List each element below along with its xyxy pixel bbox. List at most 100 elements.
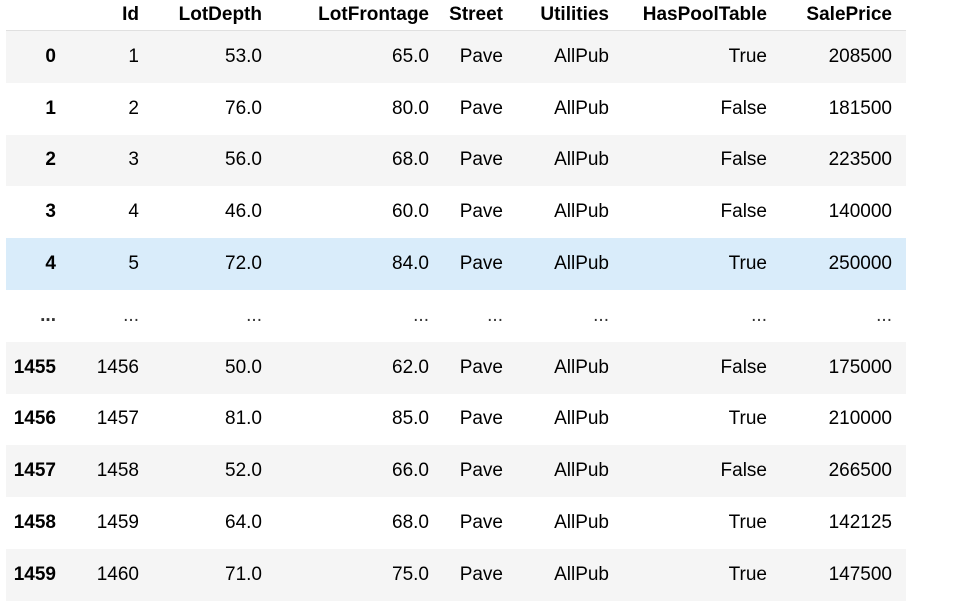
cell-street: Pave <box>459 460 503 482</box>
cell-haspooltable: False <box>720 460 767 482</box>
table-row[interactable]: 3 4 46.0 60.0 Pave AllPub False 140000 <box>6 186 906 239</box>
cell-lotdepth: 72.0 <box>225 253 262 275</box>
cell-lotdepth: 53.0 <box>225 45 262 67</box>
cell-haspooltable: False <box>720 356 767 378</box>
table-header: Id LotDepth LotFrontage Street Utilities… <box>6 0 906 31</box>
row-index: 1455 <box>13 356 56 378</box>
table-row[interactable]: 1 2 76.0 80.0 Pave AllPub False 181500 <box>6 82 906 135</box>
row-index: 0 <box>45 45 56 67</box>
column-header-lotdepth: LotDepth <box>153 0 276 31</box>
cell-saleprice: 181500 <box>828 97 892 119</box>
cell-haspooltable: True <box>728 408 767 430</box>
cell-saleprice: ... <box>876 304 892 326</box>
cell-lotfrontage: 65.0 <box>392 45 429 67</box>
row-index: 1457 <box>13 460 56 482</box>
cell-street: Pave <box>459 408 503 430</box>
column-header-haspooltable: HasPoolTable <box>623 0 781 31</box>
table-row[interactable]: 1459 1460 71.0 75.0 Pave AllPub True 147500 <box>6 548 906 601</box>
table-row[interactable]: 1457 1458 52.0 66.0 Pave AllPub False 266500 <box>6 445 906 498</box>
row-index: 1456 <box>13 408 56 430</box>
cell-lotfrontage: 80.0 <box>392 97 429 119</box>
cell-haspooltable: True <box>728 45 767 67</box>
cell-lotfrontage: 75.0 <box>392 563 429 585</box>
cell-lotfrontage: 68.0 <box>392 512 429 534</box>
cell-lotdepth: 76.0 <box>225 97 262 119</box>
cell-street: Pave <box>459 563 503 585</box>
cell-utilities: AllPub <box>554 408 609 430</box>
cell-utilities: AllPub <box>554 201 609 223</box>
cell-lotfrontage: 84.0 <box>392 253 429 275</box>
column-header-utilities: Utilities <box>511 0 623 31</box>
row-index: 3 <box>45 201 56 223</box>
cell-haspooltable: True <box>728 512 767 534</box>
cell-utilities: AllPub <box>554 97 609 119</box>
column-header-index <box>6 0 70 31</box>
cell-haspooltable: False <box>720 201 767 223</box>
cell-saleprice: 175000 <box>828 356 892 378</box>
cell-haspooltable: False <box>720 149 767 171</box>
cell-saleprice: 140000 <box>828 201 892 223</box>
cell-saleprice: 250000 <box>828 253 892 275</box>
row-index: 1458 <box>13 512 56 534</box>
cell-lotdepth: 52.0 <box>225 460 262 482</box>
cell-utilities: ... <box>593 304 609 326</box>
ellipsis-row[interactable]: ........................ <box>6 289 906 342</box>
cell-saleprice: 223500 <box>828 149 892 171</box>
cell-lotdepth: 64.0 <box>225 512 262 534</box>
row-index: 4 <box>45 253 56 275</box>
cell-street: Pave <box>459 201 503 223</box>
cell-haspooltable: True <box>728 253 767 275</box>
column-header-saleprice: SalePrice <box>781 0 906 31</box>
cell-utilities: AllPub <box>554 45 609 67</box>
cell-id: 1 <box>128 45 139 67</box>
row-index: 1459 <box>13 563 56 585</box>
cell-saleprice: 142125 <box>828 512 892 534</box>
cell-street: Pave <box>459 45 503 67</box>
cell-haspooltable: True <box>728 563 767 585</box>
cell-id: 1456 <box>96 356 139 378</box>
cell-haspooltable: ... <box>751 304 767 326</box>
cell-id: 1460 <box>96 563 139 585</box>
cell-lotfrontage: 60.0 <box>392 201 429 223</box>
cell-utilities: AllPub <box>554 563 609 585</box>
cell-id: 5 <box>128 253 139 275</box>
table-row[interactable]: 1458 1459 64.0 68.0 Pave AllPub True 142125 <box>6 497 906 549</box>
cell-street: Pave <box>459 97 503 119</box>
cell-lotdepth: 56.0 <box>225 149 262 171</box>
table-body: 0 1 53.0 65.0 Pave AllPub True 208500 1 2 76.0 80.0… <box>6 30 906 601</box>
column-header-street: Street <box>443 0 511 31</box>
cell-lotdepth: 81.0 <box>225 408 262 430</box>
table-row[interactable]: 0 1 53.0 65.0 Pave AllPub True 208500 <box>6 30 906 83</box>
cell-street: Pave <box>459 356 503 378</box>
cell-lotdepth: 71.0 <box>225 563 262 585</box>
row-index: ... <box>40 304 56 326</box>
cell-utilities: AllPub <box>554 149 609 171</box>
table-row[interactable]: 1456 1457 81.0 85.0 Pave AllPub True 210000 <box>6 393 906 446</box>
cell-lotfrontage: 85.0 <box>392 408 429 430</box>
cell-id: ... <box>123 304 139 326</box>
cell-id: 3 <box>128 149 139 171</box>
cell-lotfrontage: 62.0 <box>392 356 429 378</box>
cell-street: Pave <box>459 512 503 534</box>
table-row[interactable]: 1455 1456 50.0 62.0 Pave AllPub False 175000 <box>6 341 906 394</box>
cell-street: Pave <box>459 253 503 275</box>
cell-street: Pave <box>459 149 503 171</box>
dataframe-table: Id LotDepth LotFrontage Street Utilities… <box>6 0 906 601</box>
table-row[interactable]: 2 3 56.0 68.0 Pave AllPub False 223500 <box>6 134 906 187</box>
cell-id: 1458 <box>96 460 139 482</box>
header-row: Id LotDepth LotFrontage Street Utilities… <box>6 0 906 31</box>
table-row[interactable]: 4 5 72.0 84.0 Pave AllPub True 250000 <box>6 238 906 290</box>
cell-saleprice: 266500 <box>828 460 892 482</box>
cell-id: 1459 <box>96 512 139 534</box>
cell-street: ... <box>487 304 503 326</box>
cell-lotfrontage: 68.0 <box>392 149 429 171</box>
row-index: 2 <box>45 149 56 171</box>
cell-utilities: AllPub <box>554 460 609 482</box>
cell-id: 2 <box>128 97 139 119</box>
cell-id: 4 <box>128 201 139 223</box>
cell-saleprice: 210000 <box>828 408 892 430</box>
cell-saleprice: 208500 <box>828 45 892 67</box>
cell-lotfrontage: 66.0 <box>392 460 429 482</box>
cell-saleprice: 147500 <box>828 563 892 585</box>
cell-lotdepth: ... <box>246 304 262 326</box>
